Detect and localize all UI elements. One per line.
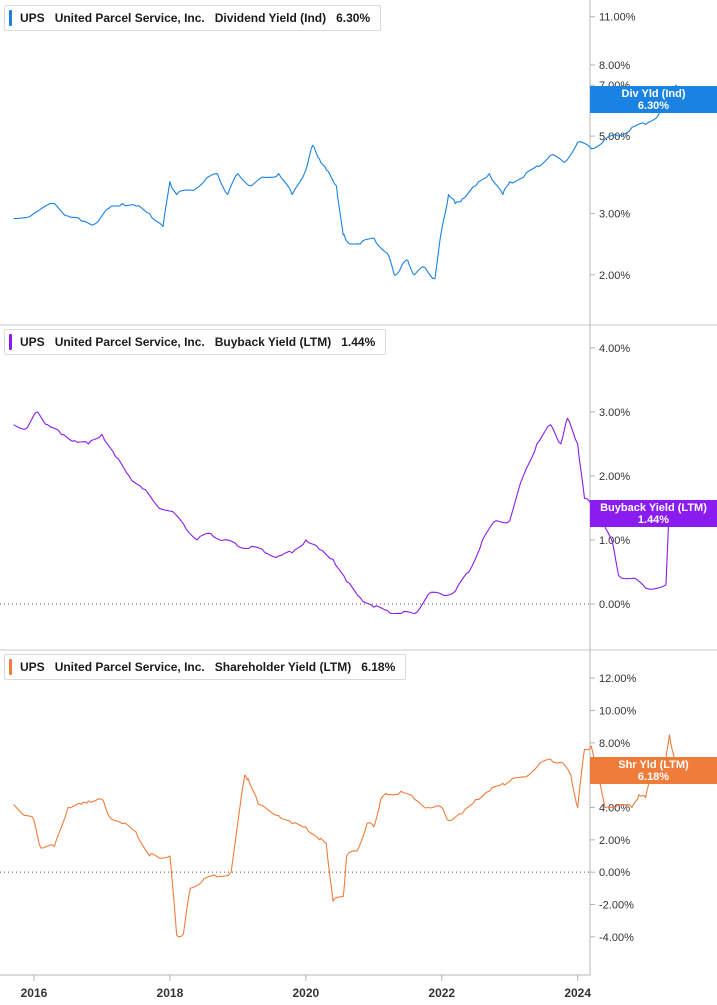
legend-company: United Parcel Service, Inc. [54,660,205,674]
series-color-swatch [9,10,12,26]
y-tick-label: -2.00% [599,900,634,912]
y-tick-label: 3.00% [599,208,630,220]
y-tick-label: 2.00% [599,471,630,483]
y-tick-label: 12.00% [599,673,637,685]
series-color-swatch [9,659,12,675]
y-tick-label: 1.00% [599,535,630,547]
series-line [13,734,684,938]
tag-label: Buyback Yield (LTM) [600,501,707,514]
tag-label: Shr Yld (LTM) [618,758,689,771]
series-line [13,411,680,615]
y-tick-label: 3.00% [599,407,630,419]
legend-dividend[interactable]: UPS United Parcel Service, Inc. Dividend… [4,5,382,31]
y-tick-label: 0.00% [599,599,630,611]
dividend-value-tag: Div Yld (Ind) 6.30% [590,86,717,113]
tag-value: 1.44% [637,513,670,526]
tag-label: Div Yld (Ind) [621,87,686,100]
legend-company: United Parcel Service, Inc. [54,335,205,349]
legend-value: 6.18% [361,660,396,674]
legend-value: 1.44% [341,335,376,349]
y-tick-label: 0.00% [599,867,630,879]
legend-buyback[interactable]: UPS United Parcel Service, Inc. Buyback … [4,329,387,355]
legend-shareholder[interactable]: UPS United Parcel Service, Inc. Sharehol… [4,654,407,680]
shareholder-value-tag: Shr Yld (LTM) 6.18% [590,757,717,784]
series-color-swatch [9,334,12,350]
legend-ticker: UPS [20,335,45,349]
x-tick-label: 2018 [157,986,184,1000]
y-tick-label: 2.00% [599,835,630,847]
y-tick-label: 8.00% [599,738,630,750]
y-tick-label: 8.00% [599,60,630,72]
tag-value: 6.18% [637,770,670,783]
legend-company: United Parcel Service, Inc. [54,11,205,25]
x-tick-label: 2016 [21,986,48,1000]
y-tick-label: 11.00% [599,12,636,24]
x-tick-label: 2024 [564,986,591,1000]
y-tick-label: -4.00% [599,932,634,944]
legend-ticker: UPS [20,11,45,25]
legend-metric: Buyback Yield (LTM) [214,335,332,349]
y-tick-label: 4.00% [599,343,630,355]
y-tick-label: 2.00% [599,270,630,282]
x-tick-label: 2022 [428,986,455,1000]
y-tick-label: 5.00% [599,131,630,143]
tag-value: 6.30% [637,99,670,112]
x-tick-label: 2020 [292,986,319,1000]
legend-value: 6.30% [336,11,371,25]
y-tick-label: 10.00% [599,706,637,718]
series-line [13,84,684,280]
buyback-value-tag: Buyback Yield (LTM) 1.44% [590,500,717,527]
legend-metric: Dividend Yield (Ind) [214,11,327,25]
legend-ticker: UPS [20,660,45,674]
legend-metric: Shareholder Yield (LTM) [214,660,352,674]
